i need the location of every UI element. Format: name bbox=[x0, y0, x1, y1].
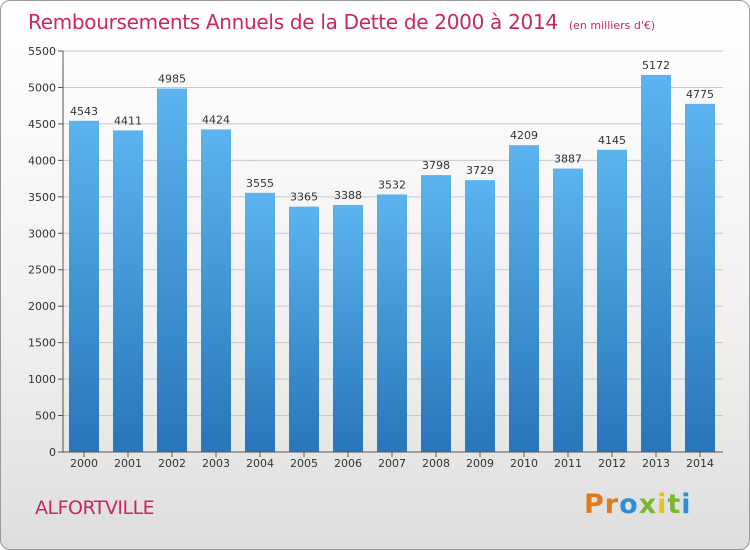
y-tick-label: 500 bbox=[35, 410, 56, 423]
bars-layer bbox=[69, 74, 715, 453]
bar-value-label: 3798 bbox=[422, 159, 450, 172]
y-tick-label: 2000 bbox=[28, 300, 56, 313]
x-tick-label: 2006 bbox=[334, 457, 362, 470]
bar bbox=[289, 206, 319, 452]
unit-note: (en milliers d'€) bbox=[568, 19, 656, 32]
x-tick-label: 2003 bbox=[202, 457, 230, 470]
city-name: ALFORTVILLE bbox=[35, 497, 155, 519]
bar-value-label: 3555 bbox=[246, 177, 274, 190]
bar bbox=[245, 192, 275, 453]
x-tick-label: 2007 bbox=[378, 457, 406, 470]
proxiti-logo: Proxiti bbox=[584, 489, 692, 520]
bar-value-label: 5172 bbox=[642, 59, 670, 72]
x-tick-label: 2013 bbox=[642, 457, 670, 470]
bar bbox=[465, 180, 495, 452]
bar bbox=[113, 130, 143, 452]
axis-layer: 0 500 1000 1500 2000 2500 3000 3500 4000 4500 5000… bbox=[28, 45, 723, 470]
x-tick-label: 2012 bbox=[598, 457, 626, 470]
bar-value-label: 4411 bbox=[114, 114, 142, 127]
x-tick-label: 2010 bbox=[510, 457, 538, 470]
bar bbox=[69, 120, 99, 453]
y-tick-label: 4000 bbox=[28, 154, 56, 167]
bar-value-label: 4145 bbox=[598, 134, 626, 147]
y-tick-label: 3000 bbox=[28, 227, 56, 240]
bar-value-label: 3532 bbox=[378, 178, 406, 191]
bar-value-label: 3365 bbox=[290, 191, 318, 204]
bar-value-label: 3388 bbox=[334, 189, 362, 202]
bar bbox=[553, 168, 583, 453]
y-tick-label: 1500 bbox=[28, 337, 56, 350]
bar-value-label: 3887 bbox=[554, 153, 582, 166]
chart-title: Remboursements Annuels de la Dette de 20… bbox=[28, 10, 558, 34]
bar bbox=[509, 145, 539, 452]
y-tick-label: 5500 bbox=[28, 45, 56, 58]
x-tick-label: 2000 bbox=[70, 457, 98, 470]
x-tick-label: 2005 bbox=[290, 457, 318, 470]
y-tick-label: 4500 bbox=[28, 118, 56, 131]
x-tick-label: 2014 bbox=[686, 457, 714, 470]
bar bbox=[201, 129, 231, 452]
bar-value-label: 4775 bbox=[686, 88, 714, 101]
x-tick-label: 2011 bbox=[554, 457, 582, 470]
y-tick-label: 1000 bbox=[28, 373, 56, 386]
bar bbox=[597, 149, 627, 453]
labels-layer: 4543 4411 4985 4424 3555 3365 3388 3532 3798 3729… bbox=[70, 59, 714, 204]
x-tick-label: 2001 bbox=[114, 457, 142, 470]
bar bbox=[641, 74, 671, 452]
x-tick-label: 2009 bbox=[466, 457, 494, 470]
bar bbox=[157, 88, 187, 452]
bar-value-label: 4985 bbox=[158, 73, 186, 86]
y-tick-label: 5000 bbox=[28, 81, 56, 94]
chart-title-block: Remboursements Annuels de la Dette de 20… bbox=[28, 10, 655, 34]
y-tick-label: 2500 bbox=[28, 264, 56, 277]
bar bbox=[377, 194, 407, 452]
x-tick-label: 2002 bbox=[158, 457, 186, 470]
bar-value-label: 4424 bbox=[202, 113, 230, 126]
bar bbox=[333, 204, 363, 452]
y-tick-label: 3500 bbox=[28, 191, 56, 204]
bar bbox=[421, 175, 451, 452]
bar-value-label: 3729 bbox=[466, 164, 494, 177]
y-tick-label: 0 bbox=[49, 446, 56, 459]
bar-value-label: 4543 bbox=[70, 105, 98, 118]
x-tick-label: 2004 bbox=[246, 457, 274, 470]
bar-value-label: 4209 bbox=[510, 129, 538, 142]
bar bbox=[685, 103, 715, 452]
x-tick-label: 2008 bbox=[422, 457, 450, 470]
